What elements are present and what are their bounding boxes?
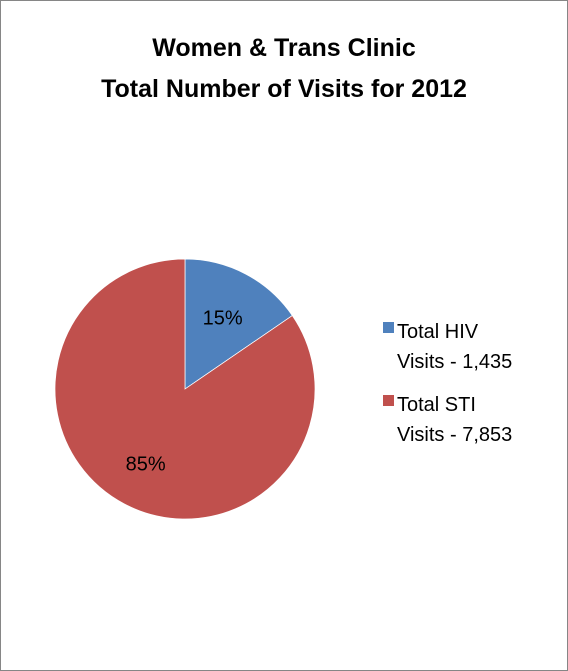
legend-swatch-0 (383, 322, 394, 333)
pie-slices (54, 258, 316, 520)
legend-label-1-line-0: Total STI (397, 394, 476, 416)
legend-label-0-line-1: Visits - 1,435 (397, 351, 512, 373)
legend: Total HIV Visits - 1,435 Total STI Visits -… (383, 321, 512, 446)
data-labels: 15% 85% (126, 308, 243, 476)
chart-title-line-2: Total Number of Visits for 2012 (101, 75, 467, 103)
chart-title: Women & Trans Clinic Total Number of Vis… (0, 28, 568, 110)
legend-label-0-line-0: Total HIV (397, 321, 479, 343)
legend-swatch-1 (383, 395, 394, 406)
data-label-0: 15% (203, 308, 243, 330)
pie-slice-1 (54, 258, 316, 520)
data-label-1: 85% (126, 454, 166, 476)
chart-title-line-1: Women & Trans Clinic (152, 34, 416, 62)
pie-slice-0 (184, 258, 293, 390)
legend-label-1-line-1: Visits - 7,853 (397, 424, 512, 446)
